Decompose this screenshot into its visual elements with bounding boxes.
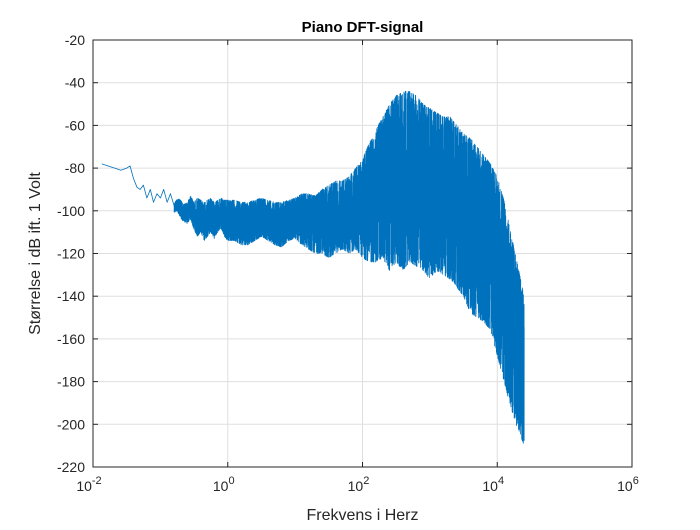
y-tick-label: -40 [65,75,85,91]
chart-title: Piano DFT-signal [302,19,424,36]
y-axis-title: Størrelse i dB ift. 1 Volt [27,172,44,335]
series-layer [101,90,525,444]
y-tick-label: -140 [57,288,85,304]
x-tick-label: 10-2 [76,475,101,494]
y-tick-label: -200 [57,416,85,432]
x-axis-title: Frekvens i Herz [306,507,418,524]
tick-layer: -20 -40 -60 -80 -100 -120 -140 -160 -180 -200 -220… [57,32,639,494]
y-tick-label: -80 [65,160,85,176]
x-tick-label: 104 [482,475,504,494]
y-tick-label: -180 [57,374,85,390]
y-tick-label: -100 [57,203,85,219]
x-tick-label: 100 [213,475,235,494]
y-tick-label: -20 [65,32,85,48]
x-tick-label: 106 [617,475,639,494]
x-tick-label: 102 [348,475,370,494]
y-tick-label: -60 [65,117,85,133]
series-line [101,90,525,444]
y-tick-label: -120 [57,246,85,262]
y-tick-label: -220 [57,459,85,475]
y-tick-label: -160 [57,331,85,347]
